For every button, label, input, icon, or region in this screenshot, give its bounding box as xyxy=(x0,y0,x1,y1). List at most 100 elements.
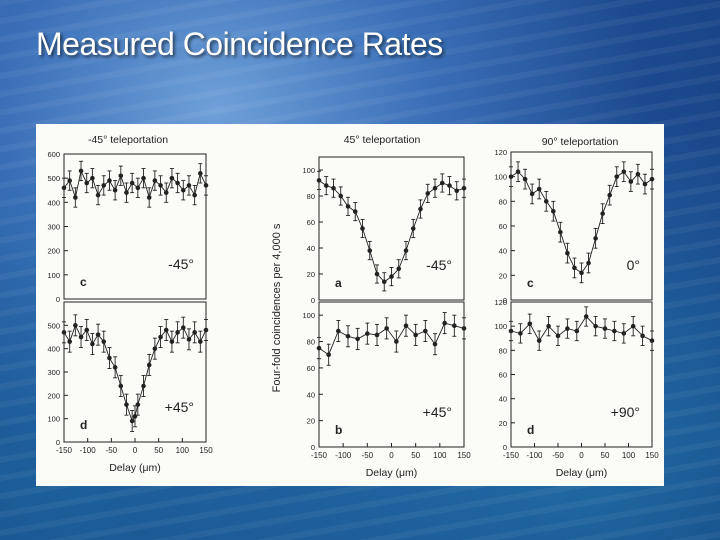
column-title: 45° teleportation xyxy=(344,134,421,146)
data-point xyxy=(558,229,563,235)
y-tick-label: 200 xyxy=(47,391,60,400)
x-tick-label: -100 xyxy=(526,451,543,460)
data-point xyxy=(367,248,373,253)
data-point xyxy=(135,185,141,191)
data-point xyxy=(73,323,78,328)
y-tick-label: 40 xyxy=(499,247,507,256)
data-point xyxy=(442,320,447,326)
data-point xyxy=(565,250,570,256)
angle-label: +45° xyxy=(423,404,452,420)
y-tick-label: 60 xyxy=(499,371,507,380)
data-point xyxy=(338,193,344,199)
data-point xyxy=(112,365,118,370)
panel-letter: c xyxy=(80,275,87,289)
data-point xyxy=(203,183,209,188)
data-point xyxy=(374,332,380,338)
data-point xyxy=(536,186,542,192)
x-tick-label: -150 xyxy=(56,446,73,455)
data-point xyxy=(413,332,418,338)
data-point xyxy=(600,211,605,216)
y-tick-label: 80 xyxy=(307,338,315,347)
data-point xyxy=(101,339,107,344)
data-point xyxy=(381,279,387,285)
x-tick-label: -50 xyxy=(106,446,118,455)
data-point xyxy=(186,183,192,188)
data-point xyxy=(352,209,358,214)
data-point xyxy=(107,178,112,183)
x-axis-label: Delay (μm) xyxy=(556,467,608,479)
y-tick-label: 400 xyxy=(47,345,60,354)
x-tick-label: 0 xyxy=(389,451,394,460)
data-point xyxy=(169,175,175,181)
data-point xyxy=(180,187,186,193)
data-point xyxy=(614,174,620,179)
y-tick-label: 300 xyxy=(47,368,60,377)
data-point xyxy=(90,175,95,181)
slide-title: Measured Coincidence Rates xyxy=(36,26,443,62)
data-point xyxy=(432,341,438,347)
x-tick-label: 0 xyxy=(579,451,584,460)
x-tick-label: 0 xyxy=(133,446,138,455)
data-point xyxy=(78,168,84,174)
data-point xyxy=(135,402,141,407)
data-point xyxy=(345,333,351,339)
column-title: 90° teleportation xyxy=(542,136,619,148)
angle-label: 0° xyxy=(627,257,640,273)
y-tick-label: 100 xyxy=(47,271,60,280)
data-point xyxy=(326,352,331,358)
data-point xyxy=(425,191,431,196)
data-point xyxy=(649,176,655,182)
data-point xyxy=(129,418,135,424)
y-tick-label: 60 xyxy=(307,218,315,227)
y-tick-label: 120 xyxy=(494,148,507,157)
data-point xyxy=(345,204,351,209)
panel-letter: d xyxy=(527,423,534,437)
data-point xyxy=(583,314,589,319)
x-tick-label: -150 xyxy=(311,451,328,460)
data-point xyxy=(518,331,523,336)
y-tick-label: 80 xyxy=(307,192,315,201)
data-point xyxy=(522,176,528,182)
data-point xyxy=(95,192,101,198)
y-tick-label: 500 xyxy=(47,174,60,183)
data-point xyxy=(67,178,72,183)
data-point xyxy=(403,323,409,329)
x-axis-label: Delay (μm) xyxy=(109,462,161,474)
angle-label: +45° xyxy=(165,399,194,415)
y-tick-label: 0 xyxy=(311,296,315,305)
y-tick-label: 0 xyxy=(56,295,60,304)
data-point xyxy=(508,328,514,334)
y-tick-label: 200 xyxy=(47,247,60,256)
y-tick-label: 500 xyxy=(47,321,60,330)
data-point xyxy=(565,326,570,331)
panel-col1-top: 0 100 200 300 400 500 600 -45° teleportation c -4… xyxy=(47,134,209,304)
data-point xyxy=(146,362,152,368)
panel-col1-bottom: 0 100 200 300 400 500 -150 -100 -50 0 50 100 150 Dela… xyxy=(47,301,213,474)
y-tick-label: 20 xyxy=(499,271,507,280)
data-point xyxy=(73,195,78,200)
y-tick-label: 300 xyxy=(47,223,60,232)
data-point xyxy=(192,192,197,198)
y-tick-label: 100 xyxy=(302,311,315,320)
panel-letter: b xyxy=(335,423,342,437)
data-point xyxy=(572,265,577,271)
data-point xyxy=(198,171,203,176)
y-tick-label: 100 xyxy=(47,415,60,424)
y-tick-label: 400 xyxy=(47,198,60,207)
x-tick-label: 50 xyxy=(601,451,610,460)
data-point xyxy=(107,355,112,361)
data-point xyxy=(423,328,428,334)
y-tick-label: 0 xyxy=(503,296,507,305)
data-point xyxy=(527,321,533,327)
x-axis-label: Delay (μm) xyxy=(366,467,418,479)
data-point xyxy=(593,323,598,329)
data-point xyxy=(84,327,90,333)
x-tick-label: -50 xyxy=(362,451,374,460)
data-point xyxy=(642,181,648,187)
series-line xyxy=(510,315,653,342)
data-point xyxy=(186,337,192,342)
data-point xyxy=(175,180,180,186)
data-point xyxy=(175,330,180,335)
y-tick-label: 100 xyxy=(302,166,315,175)
data-point xyxy=(628,179,634,184)
